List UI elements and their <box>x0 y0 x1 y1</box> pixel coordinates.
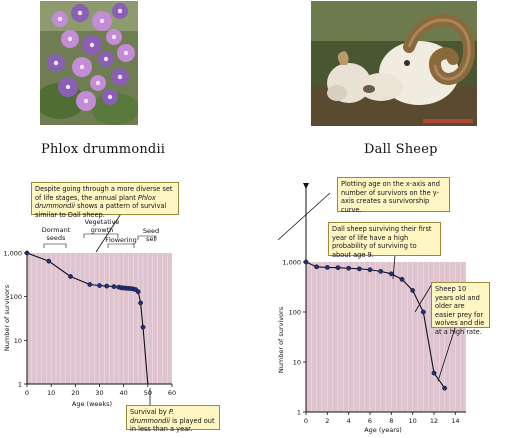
phlox-bottom-note: Survival by P. drummondii is played out … <box>126 405 220 433</box>
sheep-first-year-pointer <box>392 254 396 280</box>
phlox-data-point <box>138 300 143 306</box>
phlox-bloom-center <box>103 56 109 62</box>
phlox-data-point <box>140 324 146 330</box>
sheep-data-point <box>420 309 426 315</box>
phlox-bloom-center <box>77 10 83 16</box>
sheep-x-label: Age (years) <box>364 426 402 434</box>
sheep-data-point <box>378 268 384 274</box>
phlox-bloom-center <box>79 64 85 70</box>
sheep-old-pointer-2 <box>414 283 433 313</box>
phlox-bloom-center <box>123 50 129 56</box>
phlox-bloom-center <box>67 36 73 42</box>
sheep-data-point <box>388 271 394 277</box>
phlox-bloom-center <box>89 42 95 48</box>
phlox-y-tick-label: 100 <box>10 293 22 301</box>
sheep-data-point <box>314 264 320 270</box>
phlox-y-tick-label: 1,000 <box>3 250 22 258</box>
sheep-data-point <box>399 276 405 282</box>
phlox-data-point <box>97 283 102 288</box>
sheep-x-tick-label: 6 <box>368 417 372 425</box>
phlox-x-tick-label: 30 <box>95 389 103 397</box>
phlox-bloom-center <box>117 8 123 14</box>
phlox-x-label: Age (weeks) <box>72 400 112 408</box>
sheep-old-note: Sheep 10 years old and older are easier … <box>431 282 490 336</box>
phlox-intro-note: Despite going through a more diverse set… <box>31 182 179 219</box>
phlox-data-point <box>135 289 141 295</box>
sheep-y-tick-label: 100 <box>289 309 301 317</box>
seedset-bracket <box>137 235 157 240</box>
phlox-x-tick-label: 20 <box>71 389 79 397</box>
phlox-photo <box>40 1 138 125</box>
sheep-photo <box>311 1 477 126</box>
phlox-flowers-photo-icon <box>40 1 138 125</box>
sheep-data-point <box>442 385 448 391</box>
sheep-old-pointer <box>437 327 456 382</box>
phlox-bloom-center <box>117 74 123 80</box>
stage-dormant-seeds: Dormant seeds <box>41 226 71 243</box>
phlox-bloom-center <box>111 34 117 40</box>
sheep-y-tick-label: 10 <box>293 359 301 367</box>
sheep-y-label: Number of survivors <box>277 306 285 373</box>
phlox-x-tick-label: 10 <box>47 389 55 397</box>
sheep-data-point <box>346 265 352 271</box>
phlox-x-tick-label: 40 <box>120 389 128 397</box>
phlox-caption: Phlox drummondii <box>41 142 166 157</box>
sheep-x-tick-label: 4 <box>347 417 351 425</box>
phlox-bloom-center <box>99 18 105 24</box>
phlox-data-point <box>111 284 117 290</box>
phlox-data-point <box>24 250 30 256</box>
sheep-y-tick-label: 1,000 <box>282 259 301 267</box>
sheep-data-point <box>431 370 437 376</box>
stage-vegetative-growth: Vegetative growth <box>84 218 120 235</box>
sheep-data-point <box>410 288 416 293</box>
phlox-bloom-center <box>95 80 101 86</box>
phlox-x-tick-label: 0 <box>25 389 29 397</box>
sheep-first-year-note: Dall sheep surviving their first year of… <box>328 222 441 259</box>
phlox-bloom-center <box>83 98 89 104</box>
sheep-x-tick-label: 10 <box>409 417 417 425</box>
sheep-data-point <box>303 259 309 265</box>
phlox-y-tick-label: 10 <box>14 337 22 345</box>
phlox-x-tick-label: 60 <box>168 389 176 397</box>
vegetative-bracket <box>83 233 119 238</box>
phlox-data-point <box>46 258 52 264</box>
sheep-x-tick-label: 12 <box>430 417 438 425</box>
sheep-data-point <box>367 267 373 273</box>
sheep-caption: Dall Sheep <box>364 142 438 157</box>
sheep-plotting-pointer <box>277 192 331 241</box>
stage-flowering: Flowering <box>105 236 137 244</box>
stage-seed-set: Seed set <box>142 227 160 244</box>
phlox-x-tick-label: 50 <box>144 389 152 397</box>
sheep-y-tick-label: 1 <box>297 409 301 417</box>
phlox-bloom-center <box>57 16 63 22</box>
sheep-plotting-note: Plotting age on the x-axis and number of… <box>337 177 450 214</box>
phlox-bloom-center <box>65 84 71 90</box>
phlox-data-point <box>68 274 73 279</box>
sheep-x-tick-label: 2 <box>325 417 329 425</box>
sheep-x-tick-label: 8 <box>389 417 393 425</box>
phlox-data-point <box>87 282 93 287</box>
dormant-bracket <box>43 243 67 248</box>
phlox-y-label: Number of survivors <box>3 284 11 351</box>
phlox-data-point <box>104 283 110 289</box>
phlox-y-tick-label: 1 <box>18 381 22 389</box>
phlox-bloom-center <box>107 94 113 100</box>
sheep-data-point <box>356 266 362 272</box>
sheep-x-tick-label: 0 <box>304 417 308 425</box>
flowering-bracket <box>107 243 135 248</box>
sheep-data-point <box>335 265 341 271</box>
phlox-bloom-center <box>53 60 59 66</box>
dall-sheep-photo-icon <box>311 1 477 126</box>
sheep-data-point <box>324 264 330 270</box>
sheep-x-tick-label: 14 <box>451 417 459 425</box>
